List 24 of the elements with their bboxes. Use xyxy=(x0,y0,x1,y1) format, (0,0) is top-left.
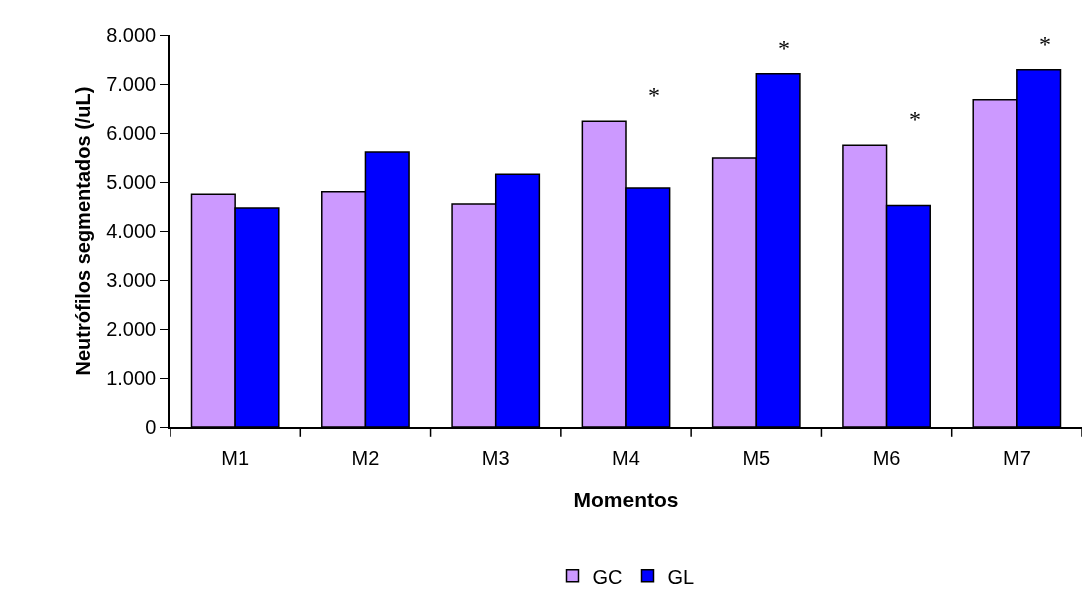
y-axis-title: Neutrófilos segmentados (/uL) xyxy=(72,86,95,376)
x-tick-label: M4 xyxy=(612,446,640,469)
x-axis-title: Momentos xyxy=(573,488,679,512)
y-tick-label: 0 xyxy=(145,416,157,438)
y-tick-label: 8.000 xyxy=(106,24,157,46)
y-tick-label: 3.000 xyxy=(106,269,157,291)
legend-label: GL xyxy=(667,565,695,588)
annotation: * xyxy=(648,82,660,108)
y-tick-label: 4.000 xyxy=(106,220,157,242)
y-tick-label: 7.000 xyxy=(106,73,157,95)
x-tick-label: M5 xyxy=(742,446,771,469)
x-tick-label: M1 xyxy=(221,446,250,469)
x-tick-label: M7 xyxy=(1002,446,1031,469)
y-tick-label: 1.000 xyxy=(106,367,157,389)
legend-label: GC xyxy=(592,565,623,588)
annotation: * xyxy=(778,35,790,61)
x-tick-label: M6 xyxy=(872,446,901,469)
x-tick-label: M2 xyxy=(351,446,380,469)
x-tick-label: M3 xyxy=(481,446,510,469)
y-tick-label: 2.000 xyxy=(106,318,157,340)
y-tick-label: 6.000 xyxy=(106,122,157,144)
annotation: * xyxy=(1039,31,1051,57)
y-tick-label: 5.000 xyxy=(106,171,157,193)
annotation: * xyxy=(909,106,921,132)
